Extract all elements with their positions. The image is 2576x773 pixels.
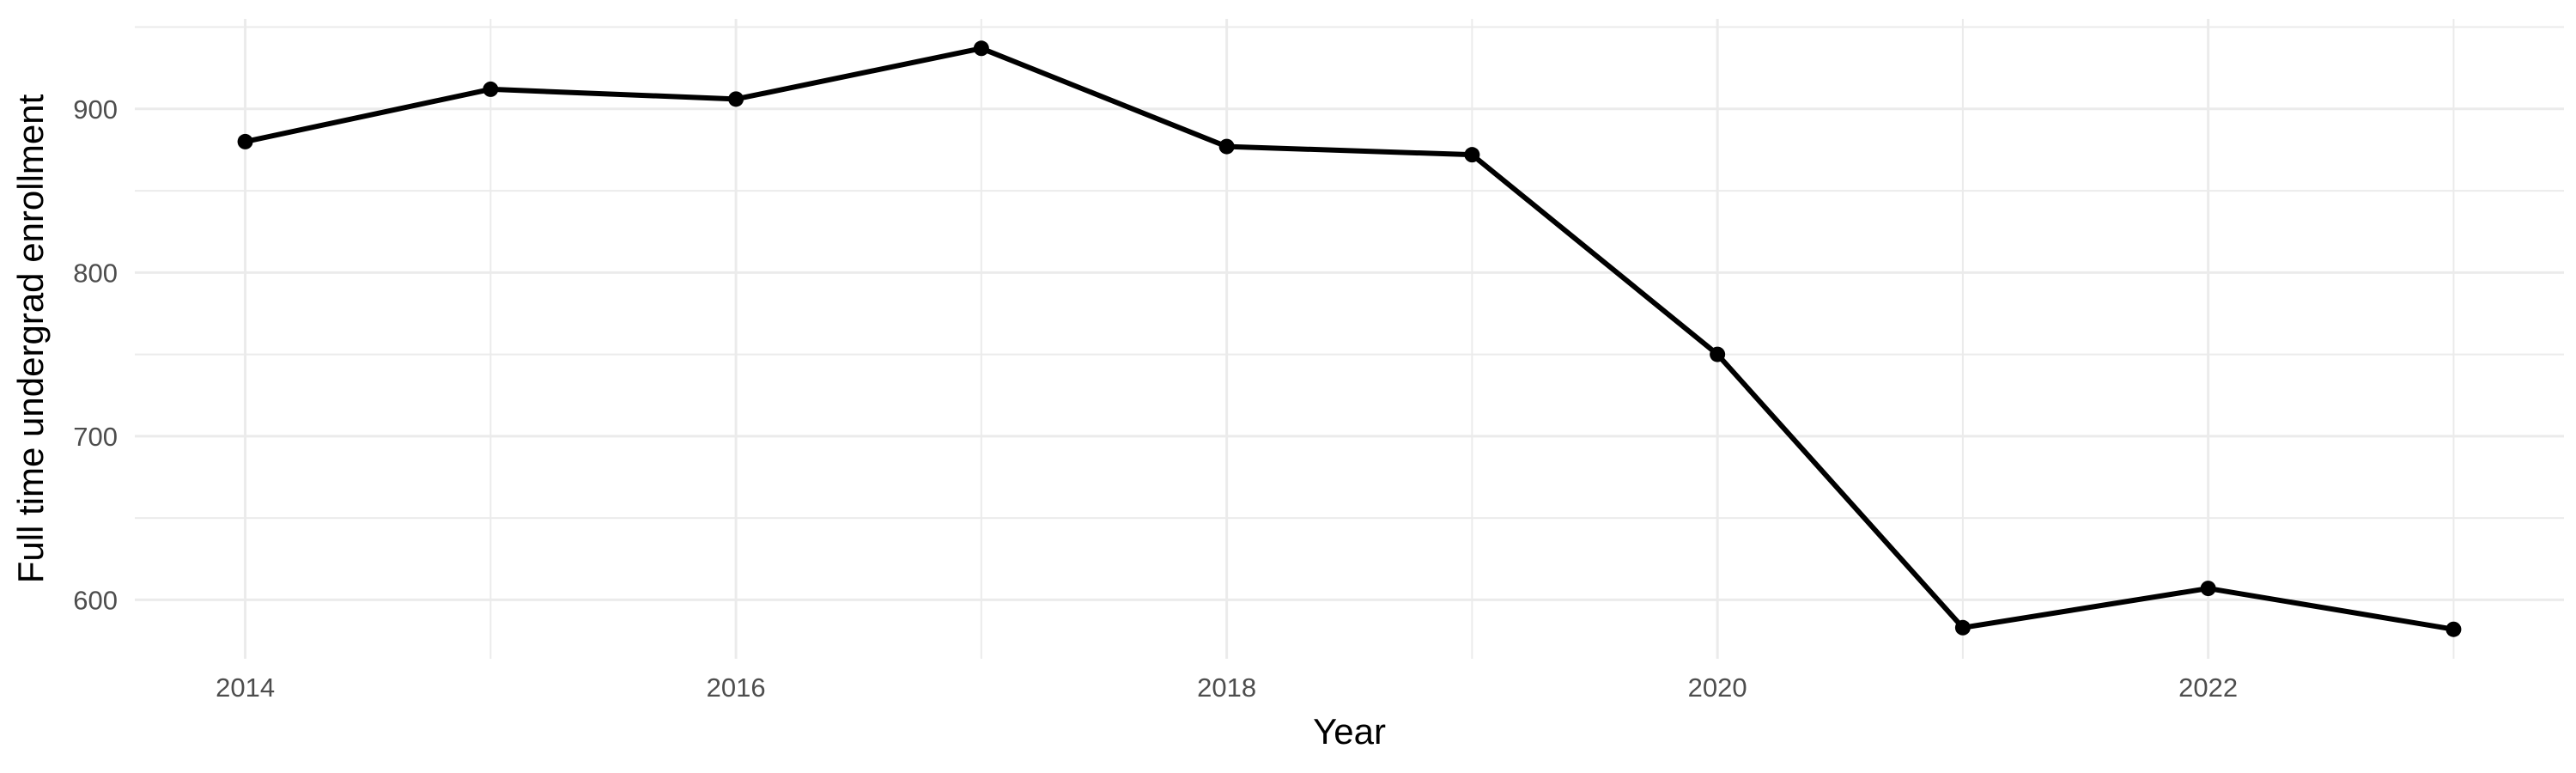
x-tick-label-2016: 2016 xyxy=(707,673,766,703)
data-point-2021 xyxy=(1954,619,1971,636)
y-axis-tick-labels: 900 800 700 600 xyxy=(73,94,118,616)
y-tick-label-900: 900 xyxy=(73,94,118,125)
data-point-2020 xyxy=(1710,346,1726,362)
x-tick-label-2018: 2018 xyxy=(1197,673,1256,703)
data-point-2022 xyxy=(2200,581,2216,597)
x-axis-title: Year xyxy=(1313,711,1386,752)
data-point-2014 xyxy=(237,133,253,149)
y-tick-label-600: 600 xyxy=(73,585,118,615)
enrollment-trend-line xyxy=(244,46,2454,632)
data-point-2019 xyxy=(1464,147,1480,163)
data-point-2017 xyxy=(973,40,989,57)
minor-gridlines xyxy=(135,19,2564,659)
x-tick-label-2014: 2014 xyxy=(216,673,275,703)
data-point-2018 xyxy=(1218,138,1235,155)
x-tick-label-2022: 2022 xyxy=(2178,673,2238,703)
data-point-2015 xyxy=(483,81,499,97)
x-tick-label-2020: 2020 xyxy=(1688,673,1747,703)
enrollment-series xyxy=(237,40,2462,637)
data-point-2016 xyxy=(728,91,744,107)
y-tick-label-800: 800 xyxy=(73,258,118,288)
x-axis-tick-labels: 2014 2016 2018 2020 2022 xyxy=(216,673,2238,703)
major-gridlines xyxy=(135,19,2564,659)
data-point-2023 xyxy=(2445,621,2462,637)
y-axis-title: Full time undergrad enrollment xyxy=(10,94,51,583)
y-tick-label-700: 700 xyxy=(73,422,118,452)
